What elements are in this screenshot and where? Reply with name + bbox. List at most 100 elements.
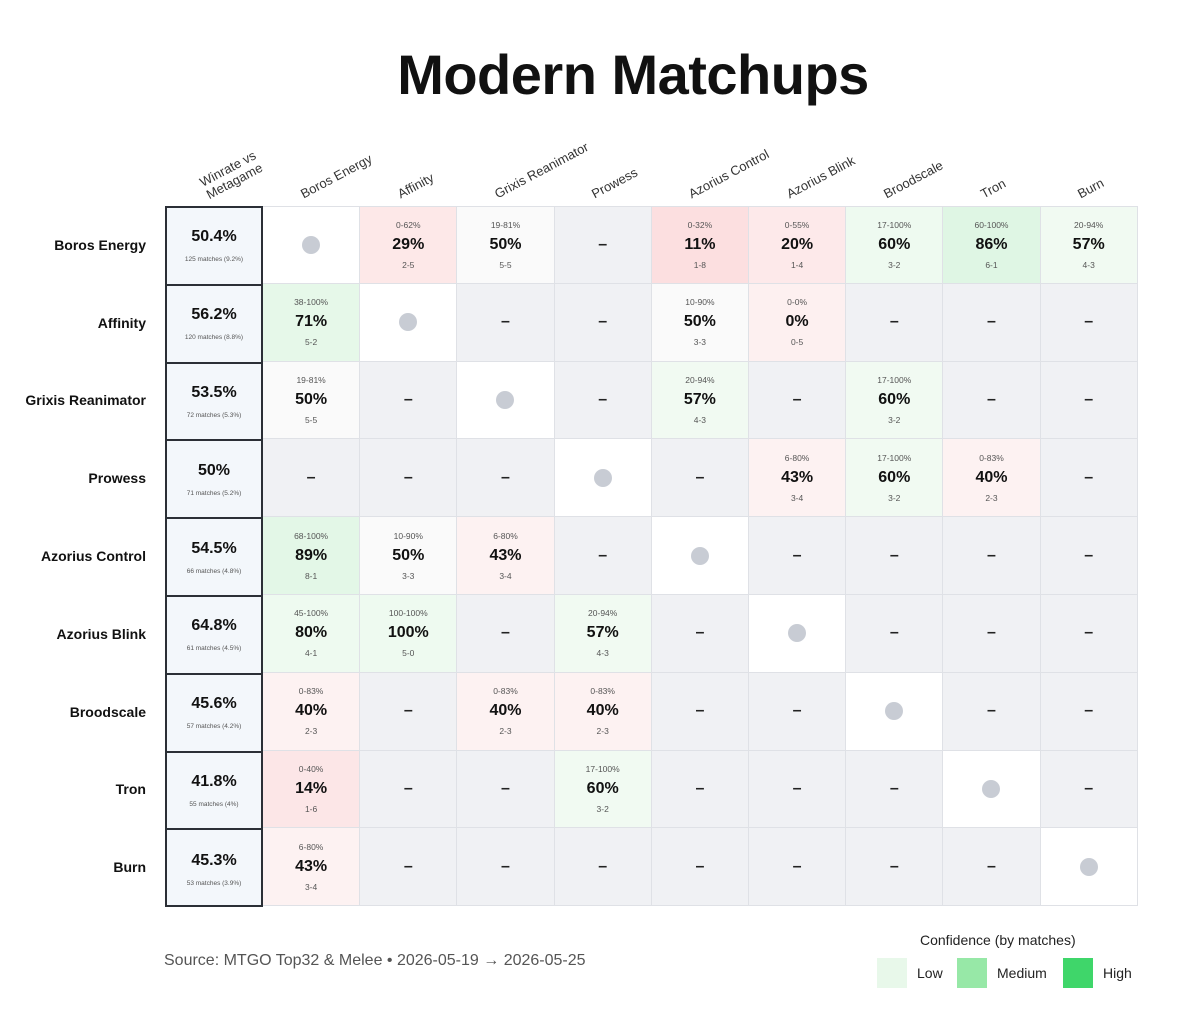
matchup-winrate: 89%: [295, 546, 328, 564]
no-data-dash: –: [403, 702, 413, 720]
confidence-range: 0-83%: [493, 686, 518, 697]
matchup-winrate: 50%: [392, 546, 425, 564]
winrate-cell: 64.8% 61 matches (4.5%): [167, 597, 261, 675]
empty-cell: –: [749, 672, 847, 751]
no-data-dash: –: [598, 390, 608, 408]
matchup-record: 3-3: [402, 570, 415, 581]
matchup-winrate: 50%: [489, 235, 522, 253]
matchup-record: 1-8: [693, 259, 707, 270]
no-data-dash: –: [889, 857, 899, 875]
confidence-range: 0-40%: [298, 763, 324, 774]
confidence-range: 17-100%: [585, 763, 620, 774]
no-data-dash: –: [987, 857, 996, 875]
matchup-cell: 20-94% 57% 4-3: [1040, 206, 1138, 284]
empty-cell: –: [360, 361, 458, 440]
matchup-record: 1-4: [790, 259, 804, 270]
column-header: Grixis Reanimator: [492, 139, 591, 202]
matchup-record: 3-2: [888, 259, 901, 270]
winrate-cell: 45.6% 57 matches (4.2%): [167, 675, 261, 753]
no-data-dash: –: [598, 857, 608, 875]
empty-cell: –: [1040, 283, 1138, 362]
matchup-cell: 0-83% 40% 2-3: [943, 439, 1041, 518]
empty-cell: –: [360, 828, 458, 907]
matchup-winrate: 86%: [975, 235, 1008, 253]
matchup-record: 3-4: [304, 881, 318, 892]
no-data-dash: –: [501, 468, 510, 486]
matchup-record: 3-2: [596, 803, 609, 814]
empty-cell: –: [943, 361, 1041, 440]
confidence-range: 20-94%: [1074, 219, 1104, 230]
empty-cell: –: [457, 283, 555, 362]
empty-cell: –: [360, 672, 458, 751]
matchup-cell: 17-100% 60% 3-2: [846, 439, 944, 518]
empty-cell: –: [943, 672, 1041, 751]
empty-cell: –: [554, 206, 652, 284]
no-data-dash: –: [598, 313, 608, 331]
empty-cell: –: [554, 361, 652, 440]
matchup-winrate: 20%: [781, 235, 814, 253]
confidence-range: 0-0%: [787, 297, 808, 308]
mirror-dot-icon: [302, 235, 321, 254]
matchup-record: 3-4: [499, 570, 512, 581]
empty-cell: –: [360, 439, 458, 518]
empty-cell: –: [1040, 595, 1138, 673]
row-label: Azorius Control: [41, 548, 146, 565]
row-label: Grixis Reanimator: [25, 392, 146, 409]
empty-cell: –: [651, 672, 749, 751]
no-data-dash: –: [1084, 313, 1094, 331]
matchup-winrate: 43%: [489, 546, 522, 564]
winrate-value: 45.3%: [191, 851, 237, 869]
matchup-cell: 38-100% 71% 5-2: [263, 283, 361, 362]
empty-cell: –: [846, 517, 944, 595]
empty-cell: –: [457, 595, 555, 673]
mirror-dot-icon: [1079, 857, 1098, 876]
column-header: Azorius Blink: [783, 152, 857, 202]
no-data-dash: –: [987, 702, 996, 720]
confidence-range: 6-80%: [784, 452, 810, 463]
matchup-record: 4-3: [596, 648, 609, 659]
matchup-winrate: 57%: [586, 624, 619, 642]
winrate-value: 64.8%: [191, 617, 237, 635]
no-data-dash: –: [403, 468, 413, 486]
column-header: Broodscale: [880, 157, 946, 202]
matchup-record: 8-1: [304, 570, 318, 581]
no-data-dash: –: [792, 546, 802, 564]
empty-cell: –: [457, 750, 555, 829]
column-header: Tron: [978, 175, 1009, 202]
winrate-value: 56.2%: [191, 306, 237, 324]
matchup-cell: 60-100% 86% 6-1: [943, 206, 1041, 284]
mirror-cell: [943, 750, 1041, 829]
matchup-winrate: 29%: [392, 235, 425, 253]
confidence-range: 17-100%: [877, 452, 912, 463]
row-label: Azorius Blink: [56, 625, 146, 642]
mirror-dot-icon: [982, 779, 1001, 798]
no-data-dash: –: [1084, 624, 1094, 642]
confidence-range: 0-83%: [979, 452, 1004, 463]
empty-cell: –: [1040, 672, 1138, 751]
match-count: 57 matches (4.2%): [186, 723, 242, 731]
matchup-record: 0-5: [790, 337, 804, 348]
confidence-range: 0-83%: [298, 686, 324, 697]
row-label: Broodscale: [69, 703, 146, 720]
matchup-cell: 0-0% 0% 0-5: [749, 283, 847, 362]
matchup-winrate: 40%: [489, 702, 522, 720]
column-header: Azorius Control: [686, 146, 772, 202]
no-data-dash: –: [501, 857, 510, 875]
match-count: 61 matches (4.5%): [186, 645, 242, 653]
no-data-dash: –: [403, 779, 413, 797]
confidence-range: 0-83%: [590, 686, 615, 697]
matchup-cell: 20-94% 57% 4-3: [554, 595, 652, 673]
empty-cell: –: [554, 283, 652, 362]
matchup-winrate: 57%: [683, 390, 716, 408]
row-label: Affinity: [97, 314, 146, 331]
legend-swatch: [957, 958, 987, 988]
mirror-cell: [457, 361, 555, 440]
matchup-winrate: 100%: [387, 624, 429, 642]
mirror-cell: [651, 517, 749, 595]
confidence-range: 10-90%: [685, 297, 715, 308]
column-header: Affinity: [394, 169, 437, 202]
mirror-cell: [263, 206, 361, 284]
source-note: Source: MTGO Top32 & Melee • 2026-05-19 …: [164, 952, 586, 969]
no-data-dash: –: [695, 468, 705, 486]
legend-item: Medium: [957, 958, 1047, 988]
